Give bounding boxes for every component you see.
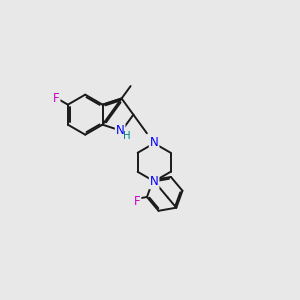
Text: N: N bbox=[150, 176, 158, 188]
Text: F: F bbox=[134, 195, 140, 208]
Text: N: N bbox=[150, 136, 158, 149]
Text: H: H bbox=[123, 131, 131, 141]
Text: N: N bbox=[116, 124, 124, 137]
Text: F: F bbox=[53, 92, 59, 105]
